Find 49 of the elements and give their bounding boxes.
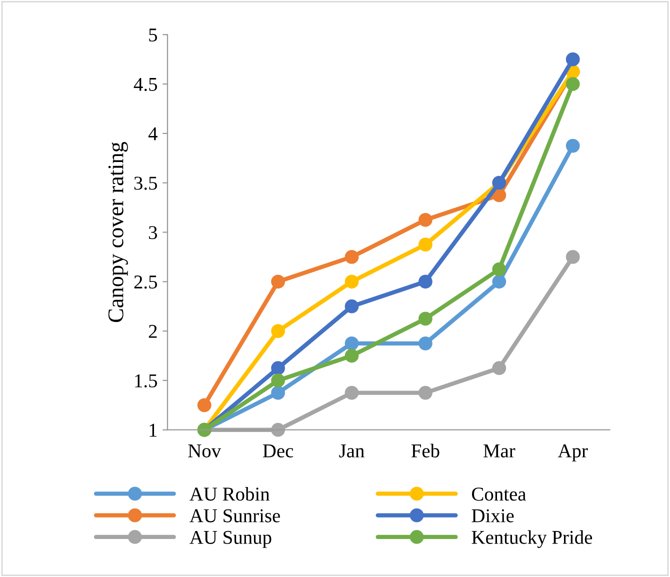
y-tick-label: 1.5 bbox=[135, 374, 158, 388]
x-tick-label: Nov bbox=[188, 444, 222, 458]
point bbox=[344, 336, 359, 350]
point bbox=[418, 238, 432, 252]
y-tick-label: 2 bbox=[148, 324, 157, 338]
point bbox=[271, 422, 285, 437]
y-tick-label: 4 bbox=[148, 127, 158, 140]
x-tick-label: Apr bbox=[558, 444, 588, 462]
point bbox=[271, 324, 285, 338]
point bbox=[492, 274, 506, 289]
point bbox=[566, 138, 580, 153]
point bbox=[344, 299, 359, 314]
legend-label: AU Sunup bbox=[190, 530, 272, 548]
y-tick-label: 3.5 bbox=[134, 176, 158, 190]
point bbox=[344, 274, 359, 289]
point bbox=[566, 52, 580, 66]
point bbox=[492, 361, 506, 376]
point bbox=[271, 374, 285, 388]
point bbox=[566, 250, 580, 264]
point bbox=[492, 262, 506, 276]
y-tick-label: 1 bbox=[150, 424, 157, 437]
point bbox=[344, 348, 359, 363]
point bbox=[418, 274, 432, 289]
legend-label: Contea bbox=[472, 488, 526, 501]
point bbox=[418, 336, 432, 350]
point bbox=[271, 386, 285, 400]
point bbox=[344, 386, 359, 400]
y-tick-label: 2.5 bbox=[134, 276, 158, 289]
point bbox=[418, 312, 432, 326]
x-tick-label: Dec bbox=[262, 444, 294, 458]
point bbox=[492, 188, 506, 202]
x-tick-label: Mar bbox=[484, 444, 516, 458]
y-tick-label: 3 bbox=[148, 226, 158, 240]
y-axis-title: Canopy cover rating bbox=[108, 142, 128, 322]
legend-label: AU Robin bbox=[190, 487, 270, 501]
point bbox=[271, 274, 285, 289]
point bbox=[344, 250, 359, 264]
legend-label: Dixie bbox=[472, 509, 514, 522]
y-tick-label: 5 bbox=[149, 28, 158, 42]
point bbox=[271, 361, 285, 376]
y-tick-label: 4.5 bbox=[134, 78, 158, 92]
point bbox=[418, 212, 432, 227]
x-tick-label: Feb bbox=[411, 444, 440, 458]
legend-label: Kentucky Pride bbox=[472, 530, 592, 548]
x-tick-label: Jan bbox=[339, 444, 364, 458]
point bbox=[566, 77, 580, 91]
point bbox=[418, 386, 432, 400]
legend-label: AU Sunrise bbox=[190, 509, 280, 522]
point bbox=[197, 398, 212, 412]
